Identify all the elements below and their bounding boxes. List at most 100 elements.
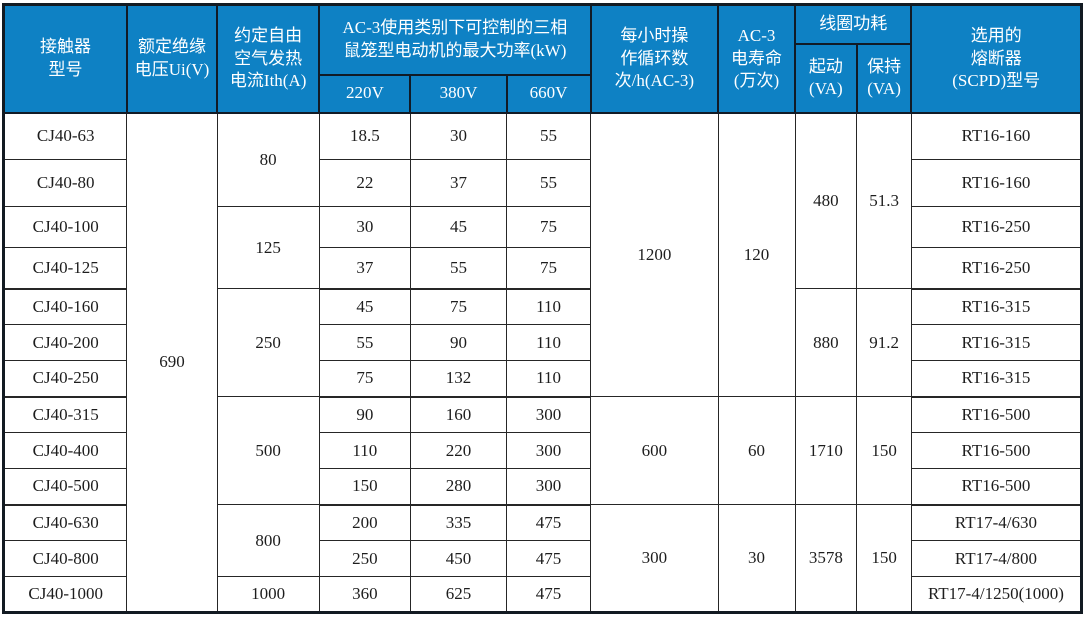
header-coil-power-group: 线圈功耗 bbox=[794, 3, 913, 45]
header-ops-per-hour: 每小时操 作循环数 次/h(AC-3) bbox=[589, 3, 720, 114]
cell-ith: 1000 bbox=[216, 576, 320, 613]
table-row: CJ40-630 800 200 335 475 300 30 3578 150… bbox=[2, 504, 1083, 613]
cell-power-660: 300 bbox=[506, 432, 592, 469]
cell-power-660: 300 bbox=[506, 396, 592, 433]
cell-power-220: 75 bbox=[318, 360, 411, 398]
table-row: CJ40-1000 1000 360 625 475 RT17-4/1250(1… bbox=[2, 576, 1083, 613]
header-380v: 380V bbox=[409, 73, 508, 114]
cell-ops: 600 bbox=[590, 396, 719, 505]
cell-power-220: 30 bbox=[318, 206, 411, 248]
cell-model: CJ40-250 bbox=[2, 360, 128, 398]
cell-fuse: RT16-315 bbox=[910, 324, 1083, 361]
cell-power-380: 132 bbox=[409, 360, 508, 398]
cell-fuse: RT16-315 bbox=[910, 288, 1083, 325]
cell-power-660: 55 bbox=[506, 159, 592, 207]
cell-ith: 125 bbox=[216, 206, 320, 289]
cell-coil-start: 480 bbox=[794, 112, 858, 289]
cell-power-660: 475 bbox=[506, 504, 592, 541]
cell-coil-hold: 91.2 bbox=[856, 288, 912, 397]
cell-power-220: 360 bbox=[318, 576, 411, 613]
cell-model: CJ40-200 bbox=[2, 324, 128, 361]
cell-fuse: RT16-250 bbox=[910, 206, 1083, 248]
cell-model: CJ40-500 bbox=[2, 468, 128, 506]
cell-power-660: 110 bbox=[506, 360, 592, 398]
cell-model: CJ40-315 bbox=[2, 396, 128, 433]
cell-power-380: 280 bbox=[409, 468, 508, 506]
table-row: CJ40-125 37 55 75 RT16-250 bbox=[2, 247, 1083, 290]
cell-life: 60 bbox=[717, 396, 796, 505]
header-insulation-voltage: 额定绝缘 电压Ui(V) bbox=[125, 3, 219, 114]
cell-power-220: 250 bbox=[318, 540, 411, 577]
cell-power-660: 55 bbox=[506, 112, 592, 160]
cell-power-380: 75 bbox=[409, 288, 508, 325]
cell-power-220: 55 bbox=[318, 324, 411, 361]
cell-power-380: 450 bbox=[409, 540, 508, 577]
contactor-spec-table: 接触器 型号 额定绝缘 电压Ui(V) 约定自由 空气发热 电流Ith(A) A… bbox=[2, 3, 1083, 614]
header-coil-hold: 保持 (VA) bbox=[855, 42, 913, 114]
cell-power-380: 220 bbox=[409, 432, 508, 469]
table-row: CJ40-500 150 280 300 RT16-500 bbox=[2, 468, 1083, 506]
header-electrical-life: AC-3 电寿命 (万次) bbox=[717, 3, 797, 114]
cell-fuse: RT17-4/800 bbox=[910, 540, 1083, 577]
table-row: CJ40-80 22 37 55 RT16-160 bbox=[2, 159, 1083, 207]
cell-model: CJ40-80 bbox=[2, 159, 128, 207]
table-row: CJ40-160 250 45 75 110 880 91.2 RT16-315 bbox=[2, 288, 1083, 397]
cell-model: CJ40-125 bbox=[2, 247, 128, 290]
table-row: CJ40-400 110 220 300 RT16-500 bbox=[2, 432, 1083, 469]
cell-power-660: 300 bbox=[506, 468, 592, 506]
cell-fuse: RT16-500 bbox=[910, 396, 1083, 433]
header-thermal-current: 约定自由 空气发热 电流Ith(A) bbox=[216, 3, 321, 114]
header-coil-start: 起动 (VA) bbox=[794, 42, 858, 114]
cell-model: CJ40-400 bbox=[2, 432, 128, 469]
cell-power-660: 110 bbox=[506, 324, 592, 361]
cell-fuse: RT16-315 bbox=[910, 360, 1083, 398]
cell-ops: 300 bbox=[590, 504, 719, 613]
cell-ith: 250 bbox=[216, 288, 320, 397]
header-model: 接触器 型号 bbox=[2, 3, 128, 114]
cell-ith: 500 bbox=[216, 396, 320, 505]
cell-power-660: 75 bbox=[506, 206, 592, 248]
cell-ui-voltage: 690 bbox=[126, 112, 218, 613]
cell-fuse: RT17-4/630 bbox=[910, 504, 1083, 541]
header-ac3-power-group: AC-3使用类别下可控制的三相 鼠笼型电动机的最大功率(kW) bbox=[318, 3, 592, 76]
cell-ith: 800 bbox=[216, 504, 320, 577]
cell-power-660: 75 bbox=[506, 247, 592, 290]
cell-power-380: 37 bbox=[409, 159, 508, 207]
cell-ops: 1200 bbox=[590, 112, 719, 397]
cell-fuse: RT16-500 bbox=[910, 468, 1083, 506]
cell-power-380: 90 bbox=[409, 324, 508, 361]
cell-power-380: 45 bbox=[409, 206, 508, 248]
cell-power-220: 22 bbox=[318, 159, 411, 207]
cell-power-380: 160 bbox=[409, 396, 508, 433]
cell-life: 120 bbox=[717, 112, 796, 397]
cell-power-660: 475 bbox=[506, 576, 592, 613]
cell-model: CJ40-1000 bbox=[2, 576, 128, 613]
cell-coil-start: 3578 bbox=[794, 504, 858, 613]
cell-model: CJ40-630 bbox=[2, 504, 128, 541]
table-row: CJ40-800 250 450 475 RT17-4/800 bbox=[2, 540, 1083, 577]
cell-coil-hold: 150 bbox=[856, 396, 912, 505]
cell-coil-hold: 51.3 bbox=[856, 112, 912, 289]
cell-ith: 80 bbox=[216, 112, 320, 207]
header-660v: 660V bbox=[505, 73, 592, 114]
cell-power-380: 30 bbox=[409, 112, 508, 160]
table-row: CJ40-315 500 90 160 300 600 60 1710 150 … bbox=[2, 396, 1083, 505]
table-container: 接触器 型号 额定绝缘 电压Ui(V) 约定自由 空气发热 电流Ith(A) A… bbox=[2, 3, 1083, 614]
header-220v: 220V bbox=[318, 73, 412, 114]
cell-power-220: 150 bbox=[318, 468, 411, 506]
cell-coil-start: 1710 bbox=[794, 396, 858, 505]
cell-fuse: RT16-160 bbox=[910, 159, 1083, 207]
cell-life: 30 bbox=[717, 504, 796, 613]
table-row: CJ40-200 55 90 110 RT16-315 bbox=[2, 324, 1083, 361]
cell-fuse: RT16-160 bbox=[910, 112, 1083, 160]
cell-model: CJ40-160 bbox=[2, 288, 128, 325]
cell-power-220: 37 bbox=[318, 247, 411, 290]
cell-fuse: RT17-4/1250(1000) bbox=[910, 576, 1083, 613]
table-header: 接触器 型号 额定绝缘 电压Ui(V) 约定自由 空气发热 电流Ith(A) A… bbox=[2, 3, 1083, 114]
table-body: CJ40-63 690 80 18.5 30 55 1200 120 480 5… bbox=[2, 112, 1083, 613]
table-row: CJ40-100 125 30 45 75 RT16-250 bbox=[2, 206, 1083, 289]
cell-fuse: RT16-250 bbox=[910, 247, 1083, 290]
cell-power-220: 18.5 bbox=[318, 112, 411, 160]
header-fuse: 选用的 熔断器 (SCPD)型号 bbox=[910, 3, 1083, 114]
table-row: CJ40-250 75 132 110 RT16-315 bbox=[2, 360, 1083, 398]
